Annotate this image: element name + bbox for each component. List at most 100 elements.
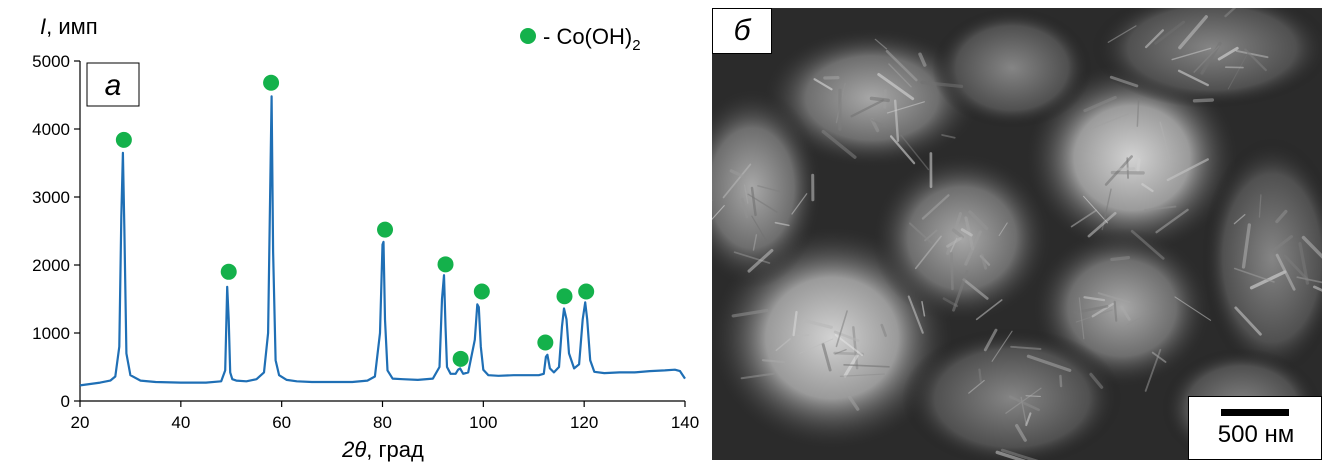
sem-flake xyxy=(1174,296,1212,321)
y-axis-unit: , имп xyxy=(46,14,98,39)
sem-flake xyxy=(1275,253,1296,291)
sem-flake xyxy=(1235,50,1269,59)
sem-flake xyxy=(1177,69,1209,87)
sem-flake xyxy=(1110,255,1131,262)
sem-flake xyxy=(869,96,890,103)
ticks: 0 1000 2000 3000 4000 5000 20 40 60 80 100 120 140 xyxy=(32,52,699,432)
sem-flake xyxy=(750,186,757,217)
sem-flake xyxy=(747,248,774,273)
sem-flake xyxy=(1217,46,1239,61)
sem-flake xyxy=(877,72,915,101)
sem-flake xyxy=(834,348,847,355)
sem-flake xyxy=(729,169,745,179)
sem-flake xyxy=(914,235,942,270)
sem-flake xyxy=(852,326,859,370)
sem-flake xyxy=(799,338,834,354)
sem-flake xyxy=(1130,229,1165,260)
sem-flake xyxy=(921,194,950,220)
sem-flake xyxy=(850,99,885,118)
sem-flake xyxy=(1000,448,1039,460)
sem-flake xyxy=(733,251,771,264)
sem-flake xyxy=(848,395,860,411)
sem-flake xyxy=(1233,214,1246,225)
sem-flake xyxy=(1141,183,1154,193)
legend-marker xyxy=(520,28,536,44)
x-axis-title: 2θ, град xyxy=(341,437,424,462)
x-tick-label: 60 xyxy=(272,413,291,432)
legend: - Co(OH)2 xyxy=(520,24,641,54)
sem-flake xyxy=(1113,167,1136,171)
x-tick-label: 80 xyxy=(373,413,392,432)
sem-flake xyxy=(1296,276,1322,284)
sem-flake xyxy=(751,215,767,241)
sem-flake xyxy=(870,118,880,133)
sem-flake xyxy=(1151,351,1167,363)
sem-flake xyxy=(1005,387,1042,414)
panel-label-a-text: а xyxy=(105,69,122,102)
peak-marker xyxy=(263,74,280,91)
sem-flake xyxy=(1155,208,1189,234)
sem-flake xyxy=(900,134,930,171)
sem-flake xyxy=(874,38,888,50)
sem-flake xyxy=(946,236,963,248)
sem-flake xyxy=(941,134,956,139)
y-tick-label: 1000 xyxy=(32,324,70,343)
sem-flake xyxy=(1059,374,1063,388)
series-line-1 xyxy=(79,95,686,387)
sem-flake xyxy=(722,163,752,199)
sem-flake xyxy=(1136,158,1141,172)
sem-flake xyxy=(1136,97,1140,127)
sem-flake xyxy=(1107,25,1137,43)
sem-flake xyxy=(835,310,848,348)
sem-flake xyxy=(995,450,1026,460)
sem-flake xyxy=(1244,48,1267,72)
sem-flake xyxy=(1271,235,1294,253)
peak-marker xyxy=(437,256,454,273)
sem-flakes xyxy=(712,8,1322,460)
sem-flake xyxy=(761,359,786,364)
y-tick-label: 0 xyxy=(61,392,70,411)
sem-flake xyxy=(886,101,925,114)
x-tick-label: 120 xyxy=(570,413,598,432)
sem-flake xyxy=(743,184,749,204)
sem-flake xyxy=(960,228,973,237)
legend-label: - Co(OH)2 xyxy=(543,24,641,54)
sem-flake xyxy=(1025,395,1041,397)
sem-flake xyxy=(880,323,887,337)
legend-prefix: - Co(OH) xyxy=(543,24,632,49)
sem-flake xyxy=(1144,348,1162,392)
sem-flake xyxy=(871,118,887,128)
sem-flake xyxy=(1087,211,1117,238)
panel-label-b-text: б xyxy=(733,14,751,47)
sem-flake xyxy=(1083,195,1109,224)
sem-flake xyxy=(813,78,833,91)
xrd-panel: 0 1000 2000 3000 4000 5000 20 40 60 80 100 120 140 I… xyxy=(32,14,699,462)
x-tick-label: 20 xyxy=(71,413,90,432)
sem-flake xyxy=(918,52,927,67)
y-tick-label: 3000 xyxy=(32,188,70,207)
sem-flake xyxy=(968,210,989,231)
y-axis-title: I, имп xyxy=(40,14,98,39)
sem-flake xyxy=(950,252,954,291)
sem-flake xyxy=(792,310,798,337)
sem-flake xyxy=(1113,300,1118,322)
scale-bar-box: 500 нм xyxy=(1188,396,1322,460)
sem-flake xyxy=(747,193,778,213)
sem-flake xyxy=(1120,305,1131,321)
y-tick-label: 4000 xyxy=(32,120,70,139)
sem-flake xyxy=(1171,47,1212,61)
sem-flake xyxy=(1008,395,1040,412)
sem-flake xyxy=(893,99,900,143)
sem-flake xyxy=(731,308,769,318)
sem-flake xyxy=(1109,75,1139,88)
peak-marker xyxy=(452,350,469,367)
markers-group xyxy=(115,74,595,367)
sem-flake xyxy=(1241,223,1251,269)
sem-flake xyxy=(775,338,791,352)
sem-flake xyxy=(1089,372,1104,389)
peak-marker xyxy=(556,288,573,305)
sem-flake xyxy=(1083,95,1117,113)
sem-flake xyxy=(968,379,985,394)
scale-bar-label: 500 нм xyxy=(1217,421,1295,448)
sem-flake xyxy=(834,333,864,357)
